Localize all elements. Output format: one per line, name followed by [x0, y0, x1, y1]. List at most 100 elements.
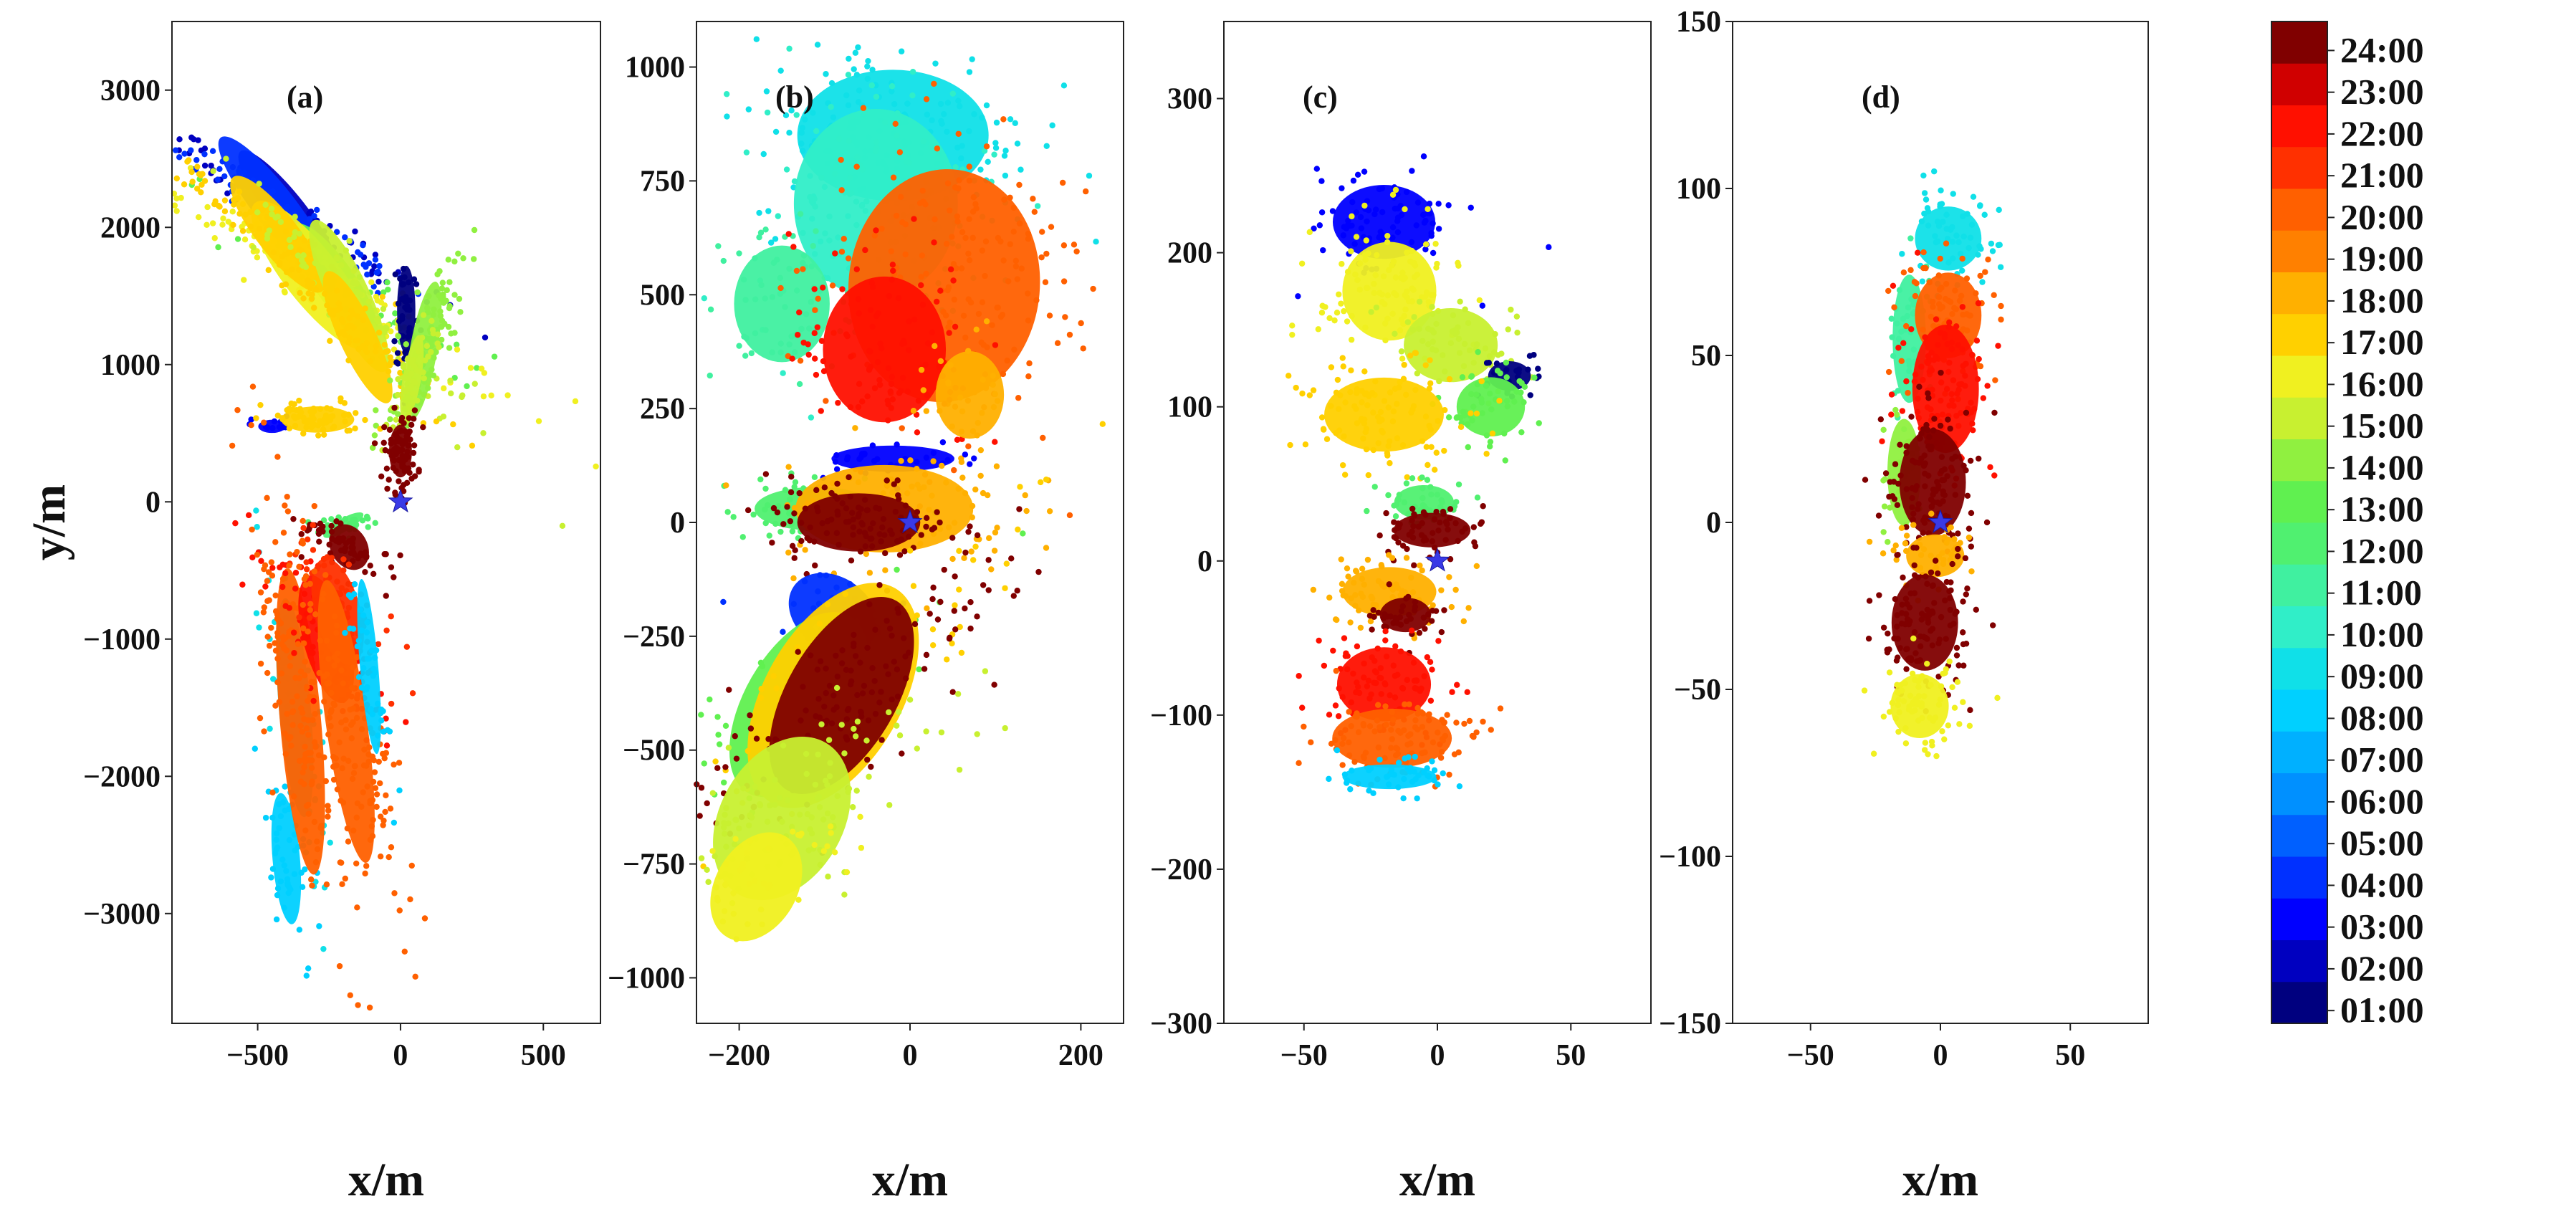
data-point	[301, 591, 308, 597]
data-point	[720, 598, 727, 606]
data-point	[363, 686, 370, 693]
data-point	[878, 737, 885, 743]
data-point	[911, 216, 917, 222]
data-point	[239, 228, 246, 234]
data-point	[1359, 388, 1365, 394]
data-point	[1025, 373, 1032, 380]
data-point	[804, 811, 811, 818]
data-point	[849, 510, 856, 516]
data-point	[1404, 288, 1410, 295]
data-point	[726, 687, 732, 693]
data-point	[945, 524, 952, 531]
data-point	[818, 408, 824, 414]
data-point	[985, 535, 992, 542]
data-point	[1425, 773, 1432, 780]
data-point	[881, 119, 889, 125]
data-point	[1895, 345, 1902, 351]
data-point	[906, 533, 912, 540]
data-point	[815, 588, 821, 595]
data-point	[377, 325, 383, 331]
data-point	[876, 531, 883, 537]
data-point	[1383, 722, 1389, 728]
data-point	[1966, 722, 1973, 730]
data-point	[373, 293, 380, 300]
data-point	[1404, 676, 1411, 684]
data-point	[944, 163, 952, 170]
data-point	[971, 455, 977, 462]
data-point	[1386, 581, 1392, 588]
data-point	[975, 310, 982, 317]
data-point	[1965, 244, 1972, 252]
data-point	[966, 216, 972, 223]
data-point	[320, 426, 327, 433]
data-point	[1930, 322, 1937, 330]
data-point	[732, 733, 738, 740]
data-point	[1455, 481, 1462, 488]
data-point	[864, 63, 871, 70]
data-point	[400, 265, 407, 272]
data-point	[1384, 773, 1391, 780]
data-point	[456, 295, 463, 302]
data-point	[1412, 753, 1418, 760]
data-point	[1002, 172, 1009, 179]
data-point	[229, 442, 236, 449]
data-point	[1929, 386, 1935, 393]
data-point	[983, 318, 990, 325]
data-point	[365, 515, 371, 522]
data-point	[916, 666, 922, 673]
data-point	[850, 516, 856, 522]
data-point	[869, 67, 876, 73]
data-point	[1403, 596, 1409, 602]
data-point	[1381, 611, 1388, 618]
data-point	[866, 601, 873, 608]
data-point	[929, 596, 936, 603]
data-point	[819, 520, 825, 527]
data-point	[826, 773, 833, 780]
data-point	[1531, 374, 1538, 381]
data-point	[790, 244, 797, 250]
data-point	[273, 836, 279, 843]
data-point	[1392, 386, 1399, 392]
data-point	[426, 292, 432, 300]
data-point	[909, 483, 915, 490]
data-point	[762, 226, 769, 233]
data-point	[1447, 506, 1454, 512]
data-point	[983, 102, 990, 109]
data-point	[425, 385, 431, 391]
data-point	[1014, 140, 1021, 147]
data-point	[1935, 702, 1943, 708]
data-point	[294, 693, 300, 699]
y-tick-label: 0	[1706, 507, 1721, 540]
data-point	[1353, 234, 1360, 240]
data-point	[312, 286, 320, 293]
data-point	[1945, 324, 1952, 330]
data-point	[867, 525, 873, 532]
data-point	[947, 266, 954, 273]
data-point	[437, 312, 444, 319]
data-point	[261, 728, 267, 735]
data-point	[294, 548, 300, 555]
data-point	[1955, 342, 1962, 348]
data-point	[752, 296, 759, 302]
data-point	[929, 642, 937, 649]
data-point	[902, 653, 909, 660]
data-point	[340, 412, 348, 419]
data-point	[962, 605, 968, 612]
data-point	[853, 788, 860, 794]
data-point	[789, 355, 795, 362]
data-point	[1381, 398, 1388, 404]
data-point	[1464, 421, 1471, 428]
data-point	[1427, 697, 1435, 704]
data-point	[1953, 323, 1960, 330]
data-point	[967, 461, 973, 467]
data-point	[831, 849, 838, 856]
data-point	[1470, 403, 1477, 410]
data-point	[1478, 378, 1485, 385]
data-point	[1433, 509, 1440, 515]
cluster-1800	[910, 318, 1005, 465]
data-point	[954, 218, 961, 225]
data-point	[874, 456, 881, 462]
data-point	[1329, 208, 1336, 214]
data-point	[1973, 290, 1979, 297]
